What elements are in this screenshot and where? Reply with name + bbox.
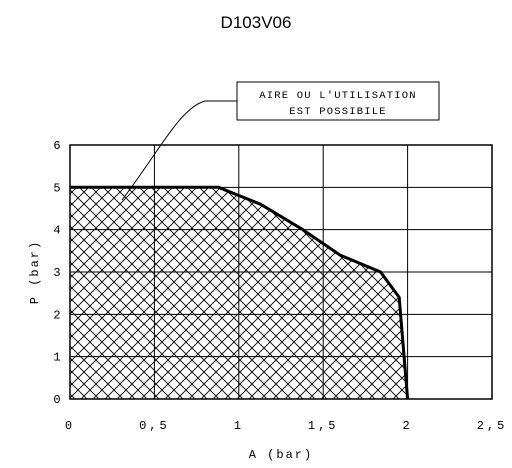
annotation: AIRE OU L'UTILISATION EST POSSIBILE	[121, 81, 440, 201]
y-tick-label: 2	[53, 308, 60, 322]
annotation-line-1: AIRE OU L'UTILISATION	[259, 90, 417, 102]
x-axis-label: A (bar)	[249, 448, 313, 462]
chart-title: D103V06	[221, 13, 292, 32]
x-tick-label: 2	[402, 419, 412, 433]
y-tick-label: 0	[53, 393, 60, 407]
x-tick-label: 0,5	[139, 419, 170, 433]
x-tick-label: 2,5	[477, 419, 508, 433]
annotation-line-2: EST POSSIBILE	[289, 106, 387, 118]
x-tick-label: 1,5	[308, 419, 339, 433]
x-tick-labels: 0 0,5 1 1,5 2 2,5	[65, 419, 508, 433]
limit-curve	[70, 185, 410, 400]
y-tick-labels: 0 1 2 3 4 5 6	[53, 139, 60, 407]
y-axis-label: P (bar)	[28, 240, 42, 304]
plot-frame	[69, 144, 493, 400]
y-tick-label: 4	[53, 224, 60, 238]
annotation-leader-line	[121, 100, 237, 201]
operating-area	[70, 187, 408, 399]
y-tick-label: 5	[53, 181, 60, 195]
x-tick-label: 0	[65, 419, 75, 433]
annotation-box	[236, 81, 440, 121]
x-tick-label: 1	[234, 419, 244, 433]
y-tick-label: 3	[53, 266, 60, 280]
y-tick-label: 6	[53, 139, 60, 153]
y-tick-label: 1	[53, 351, 60, 365]
